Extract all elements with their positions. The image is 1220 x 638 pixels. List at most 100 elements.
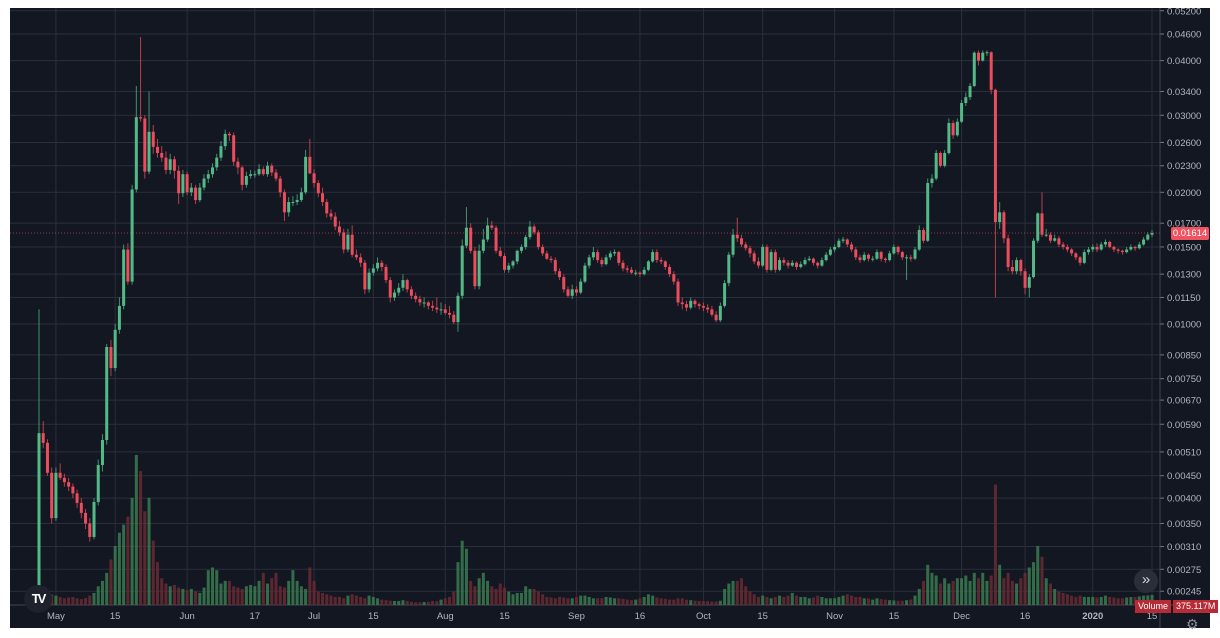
gear-icon[interactable]: ⚙: [1186, 616, 1199, 632]
x-tick-label: 15: [110, 611, 121, 622]
candle-body: [718, 305, 722, 321]
volume-bar: [346, 595, 350, 605]
last-price-label: 0.01614: [1171, 226, 1209, 240]
volume-bar: [75, 598, 79, 605]
candle-body: [481, 239, 485, 251]
volume-bar: [54, 595, 58, 605]
volume-bar: [896, 600, 900, 605]
x-tick-label: 15: [757, 611, 768, 622]
volume-bar: [617, 598, 621, 605]
volume-bar: [985, 580, 989, 605]
chart-panel[interactable]: 0.05200 0.04600 0.04000 0.03400 0.03000 0.026…: [10, 8, 1219, 632]
candle-body: [608, 253, 612, 258]
volume-bar: [354, 595, 358, 605]
candle-body: [380, 262, 384, 267]
y-tick-label: 0.05200: [1167, 8, 1201, 17]
volume-bar: [727, 583, 731, 605]
candle-body: [448, 312, 452, 315]
candle-body: [333, 216, 337, 227]
candle-body: [1150, 233, 1154, 235]
candle-body: [426, 302, 430, 306]
x-tick-label: Nov: [826, 611, 843, 622]
x-tick-label: 15: [499, 611, 510, 622]
volume-bar: [92, 592, 96, 605]
volume-bar: [541, 594, 545, 605]
candle-body: [773, 252, 777, 270]
volume-bar: [494, 588, 498, 605]
candle-body: [841, 239, 845, 241]
candle-body: [350, 234, 354, 255]
candle-body: [828, 249, 832, 255]
volume-bar: [642, 596, 646, 605]
candle-body: [291, 202, 295, 204]
candle-body: [930, 178, 934, 184]
volume-bar: [181, 588, 185, 605]
candle-body: [900, 252, 904, 258]
candle-body: [583, 265, 587, 282]
candle-body: [782, 260, 786, 263]
candle-body: [253, 174, 257, 176]
candle-body: [960, 103, 964, 122]
volume-bar: [761, 595, 765, 605]
candle-body: [892, 246, 896, 254]
candle-body: [130, 189, 134, 282]
y-tick-label: 0.00400: [1167, 494, 1201, 505]
volume-bar: [574, 596, 578, 605]
volume-bar: [71, 596, 75, 605]
candle-body: [92, 501, 96, 537]
volume-bar: [481, 572, 485, 605]
volume-bar: [1027, 567, 1031, 605]
candlestick-chart[interactable]: 0.05200 0.04600 0.04000 0.03400 0.03000 0.026…: [10, 8, 1210, 628]
candle-body: [621, 262, 625, 269]
volume-bar: [211, 567, 215, 605]
candle-body: [266, 165, 270, 175]
volume-bar: [282, 587, 286, 605]
volume-bar: [811, 597, 815, 605]
volume-bar: [287, 580, 291, 605]
candle-body: [591, 252, 595, 258]
candle-body: [261, 169, 265, 175]
candle-body: [1133, 246, 1137, 249]
y-tick-label: 0.01500: [1167, 242, 1201, 253]
candle-body: [1099, 244, 1103, 250]
volume-bar: [968, 580, 972, 605]
x-tick-label: 16: [635, 611, 646, 622]
candle-body: [151, 131, 155, 147]
candle-body: [549, 258, 553, 261]
candle-body: [786, 262, 790, 266]
candle-body: [833, 246, 837, 250]
volume-bar: [316, 591, 320, 605]
volume-bar: [342, 598, 346, 605]
volume-bar: [850, 595, 854, 605]
volume-bar: [841, 595, 845, 605]
y-tick-label: 0.00450: [1167, 471, 1201, 482]
volume-bar: [921, 580, 925, 605]
candle-body: [443, 309, 447, 313]
volume-bar: [519, 592, 523, 605]
candle-body: [541, 246, 545, 254]
volume-bar: [291, 570, 295, 605]
candle-body: [854, 249, 858, 258]
volume-bar: [714, 601, 718, 605]
candle-body: [985, 52, 989, 54]
candle-body: [807, 258, 811, 261]
volume-bar: [532, 588, 536, 605]
candle-body: [600, 260, 604, 265]
candle-body: [75, 493, 79, 503]
candle-body: [989, 52, 993, 90]
volume-bar: [1036, 546, 1040, 605]
volume-bar: [363, 598, 367, 605]
volume-bar: [562, 597, 566, 605]
candle-body: [820, 260, 824, 266]
volume-bar: [172, 584, 176, 605]
scroll-to-realtime-button[interactable]: »: [1134, 569, 1158, 593]
candle-body: [409, 289, 413, 296]
volume-bar: [765, 596, 769, 605]
candle-body: [503, 256, 507, 270]
volume-bar: [769, 598, 773, 605]
volume-bar: [511, 594, 515, 605]
volume-bar: [596, 598, 600, 605]
volume-bar: [613, 598, 617, 605]
x-tick-label: 15: [889, 611, 900, 622]
volume-bar: [646, 594, 650, 605]
